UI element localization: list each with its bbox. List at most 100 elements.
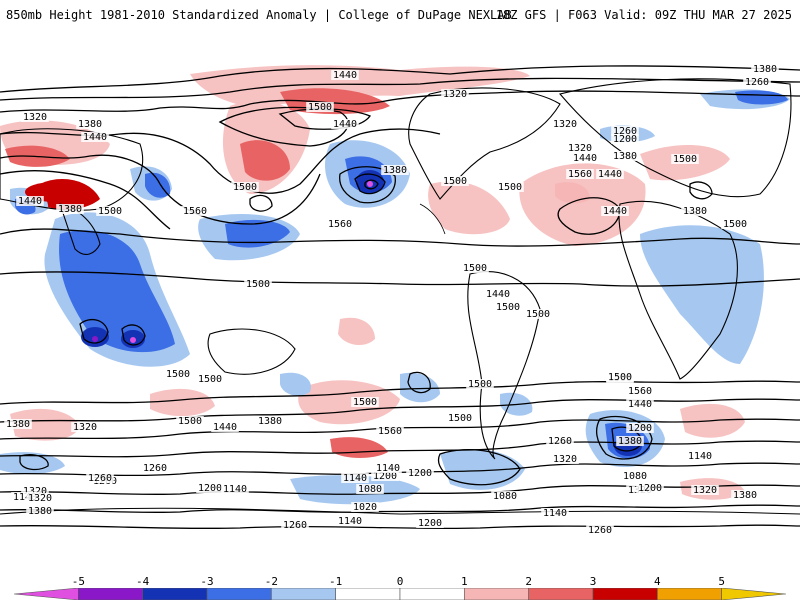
model-run-info: 18Z GFS | F063 Valid: 09Z THU MAR 27 202… (495, 8, 792, 22)
svg-text:1440: 1440 (628, 399, 652, 410)
contour-label: 1440 (331, 119, 359, 130)
colorbar-segment (335, 588, 401, 600)
contour-label: 1380 (381, 165, 409, 176)
contour-label: 1500 (524, 309, 552, 320)
svg-text:1500: 1500 (246, 279, 270, 290)
contour-label: 1260 (611, 126, 639, 137)
svg-text:1140: 1140 (223, 484, 247, 495)
contour-label: 1260 (281, 520, 309, 531)
anomaly-map: 1440 1380 1260 1320 1320 1380 1440 1500 1440 1320… (0, 34, 800, 575)
svg-text:1380: 1380 (78, 119, 102, 130)
svg-text:1500: 1500 (98, 206, 122, 217)
contour-label: 1500 (461, 263, 489, 274)
colorbar-segment (528, 588, 594, 600)
svg-text:1380: 1380 (613, 151, 637, 162)
colorbar-tick-label: 0 (396, 575, 404, 588)
contour-label: 1140 (221, 484, 249, 495)
svg-text:1500: 1500 (723, 219, 747, 230)
contour-label: 1380 (56, 204, 84, 215)
svg-text:1440: 1440 (333, 70, 357, 81)
svg-text:1560: 1560 (378, 426, 402, 437)
colorbar-segment (657, 588, 722, 600)
contour-label: 1500 (606, 372, 634, 383)
svg-text:1500: 1500 (673, 154, 697, 165)
contour-label: 1440 (571, 153, 599, 164)
contour-label: 1500 (231, 182, 259, 193)
svg-text:1440: 1440 (18, 196, 42, 207)
colorbar-tick-label: 4 (654, 575, 661, 588)
svg-text:1200: 1200 (373, 471, 397, 482)
contour-label: 1380 (731, 490, 759, 501)
svg-text:1500: 1500 (608, 372, 632, 383)
contour-label: 1380 (26, 506, 54, 517)
svg-text:1440: 1440 (83, 132, 107, 143)
contour-label: 1380 (611, 151, 639, 162)
contour-label: 1260 (743, 77, 771, 88)
svg-text:1320: 1320 (693, 485, 717, 496)
contour-label: 1500 (164, 369, 192, 380)
contour-label: 1080 (356, 484, 384, 495)
svg-text:1560: 1560 (328, 219, 352, 230)
svg-text:1560: 1560 (628, 386, 652, 397)
contour-label: 1140 (336, 516, 364, 527)
colorbar-segment (13, 588, 79, 600)
svg-text:1260: 1260 (745, 77, 769, 88)
contour-label: 1500 (446, 413, 474, 424)
svg-text:1500: 1500 (498, 182, 522, 193)
svg-text:1500: 1500 (468, 379, 492, 390)
colorbar-segment (206, 588, 272, 600)
svg-text:1500: 1500 (233, 182, 257, 193)
svg-text:1260: 1260 (588, 525, 612, 536)
svg-text:1500: 1500 (308, 102, 332, 113)
colorbar-segment (142, 588, 208, 600)
svg-text:1260: 1260 (548, 436, 572, 447)
svg-text:1200: 1200 (408, 468, 432, 479)
contour-label: 1560 (626, 386, 654, 397)
contour-label: 1380 (751, 64, 779, 75)
contour-label: 1200 (196, 483, 224, 494)
svg-text:1560: 1560 (183, 206, 207, 217)
svg-text:1320: 1320 (553, 119, 577, 130)
svg-text:1380: 1380 (258, 416, 282, 427)
svg-text:1200: 1200 (628, 423, 652, 434)
svg-text:1440: 1440 (486, 289, 510, 300)
svg-text:1440: 1440 (333, 119, 357, 130)
contour-label: 1440 (601, 206, 629, 217)
contour-label: 1200 (611, 134, 639, 145)
contour-label: 1260 (546, 436, 574, 447)
svg-text:1140: 1140 (543, 508, 567, 519)
svg-text:1440: 1440 (598, 169, 622, 180)
svg-text:1260: 1260 (283, 520, 307, 531)
contour-label: 1320 (71, 422, 99, 433)
colorbar-tick-label: -5 (71, 575, 85, 588)
svg-text:1500: 1500 (198, 374, 222, 385)
svg-text:1380: 1380 (383, 165, 407, 176)
contour-label: 1440 (596, 169, 624, 180)
svg-text:1140: 1140 (343, 473, 367, 484)
contour-label: 1380 (616, 436, 644, 447)
contour-label: 1500 (96, 206, 124, 217)
svg-text:1200: 1200 (613, 134, 637, 145)
svg-text:1500: 1500 (448, 413, 472, 424)
svg-text:1500: 1500 (463, 263, 487, 274)
svg-text:1380: 1380 (618, 436, 642, 447)
svg-text:1440: 1440 (603, 206, 627, 217)
contour-label: 1140 (11, 492, 39, 503)
colorbar-tick-label: -4 (136, 575, 150, 588)
contour-label: 1320 (441, 89, 469, 100)
colorbar-tick-label: 1 (461, 575, 468, 588)
contour-label: 1200 (416, 518, 444, 529)
svg-text:1320: 1320 (443, 89, 467, 100)
svg-text:1260: 1260 (613, 126, 637, 137)
colorbar: -5 -4 -3 -2 -1 0 1 2 3 4 5 (0, 575, 800, 600)
contour-label: 1500 (466, 379, 494, 390)
contour-label: 1500 (671, 154, 699, 165)
colorbar-tick-label: 3 (589, 575, 597, 588)
contour-label: 1260 (86, 473, 114, 484)
contour-label: 1440 (81, 132, 109, 143)
contour-label: 1560 (376, 426, 404, 437)
svg-text:1320: 1320 (28, 493, 52, 504)
contour-label: 1140 (374, 463, 402, 474)
colorbar-segment (592, 588, 658, 600)
colorbar-tick-label: 2 (525, 575, 532, 588)
